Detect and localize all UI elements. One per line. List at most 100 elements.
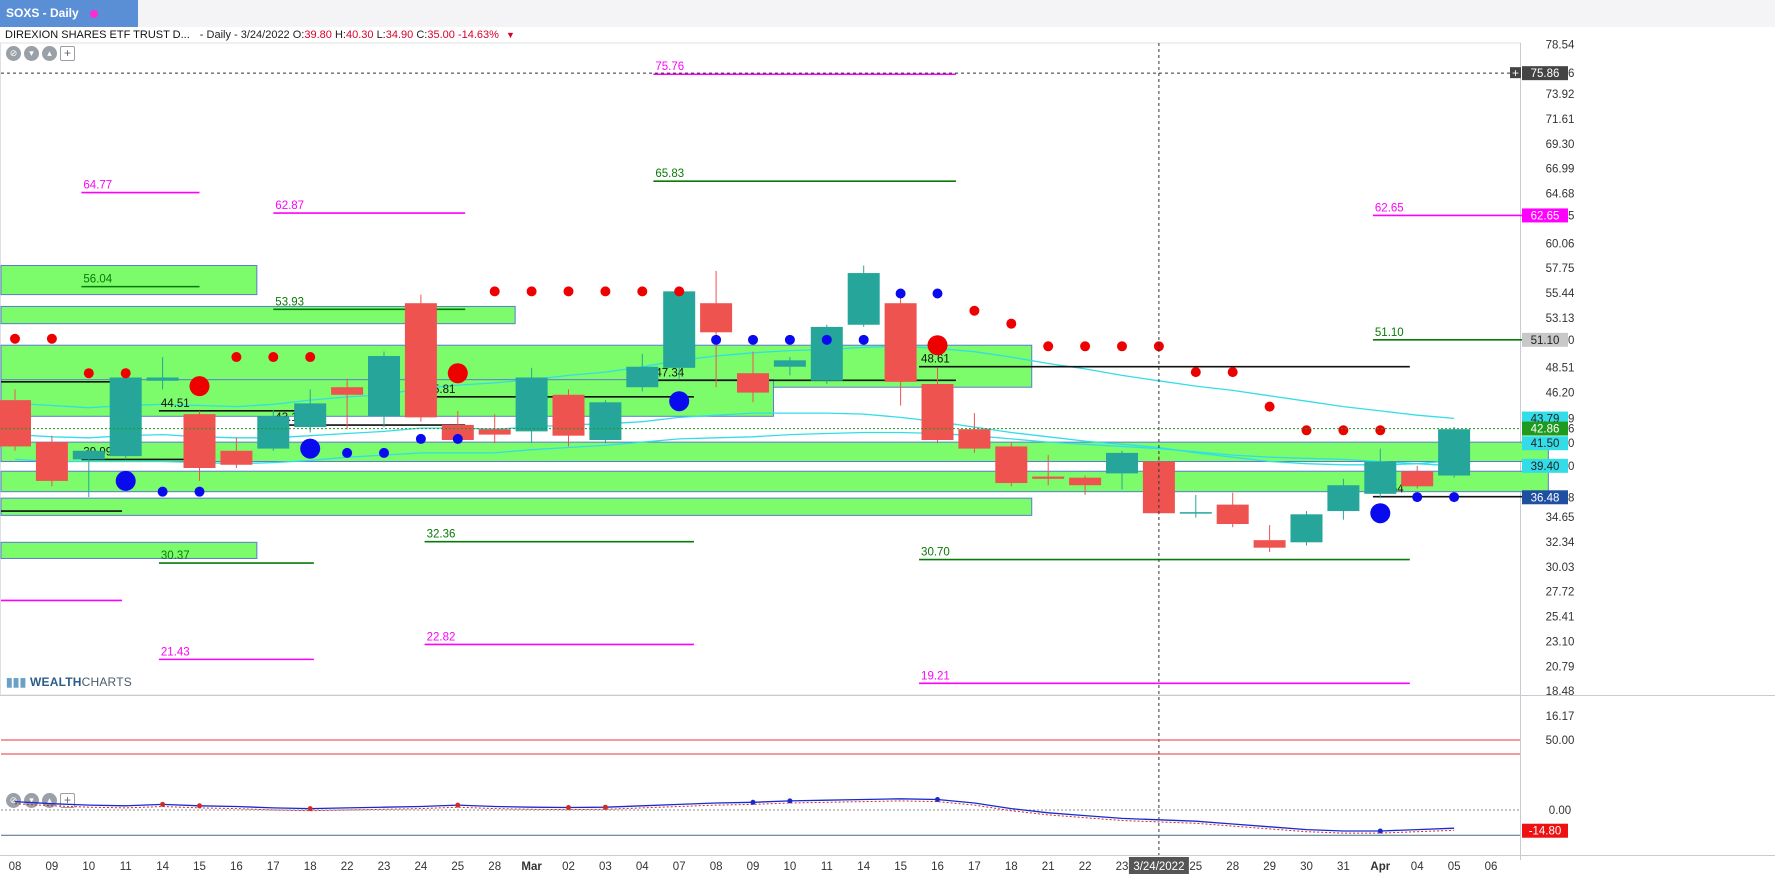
oscillator-dot [197, 803, 202, 809]
candle [995, 442, 1028, 487]
candle-body [737, 373, 769, 393]
candle-body [995, 446, 1028, 484]
candle-body [700, 303, 733, 333]
red-signal-dot [189, 376, 210, 397]
oscillator-dot [307, 806, 313, 812]
support-resistance-zone [0, 305, 516, 325]
date-tick-label: 24 [415, 861, 428, 873]
candle [1032, 455, 1065, 486]
level-label: 53.93 [275, 296, 304, 308]
candle [1401, 465, 1434, 489]
oscillator-dot [750, 799, 756, 805]
red-signal-dot [1375, 425, 1386, 436]
add-icon[interactable]: + [60, 46, 75, 61]
level-label: 65.83 [655, 168, 684, 180]
level-label: 62.87 [275, 200, 304, 212]
date-tick-label: 09 [747, 861, 760, 873]
level-label: 48.61 [921, 354, 950, 366]
oscillator-dot [566, 804, 571, 810]
price-tick-label: 64.68 [1546, 189, 1575, 201]
red-signal-dot [969, 305, 980, 316]
oscillator-value-label: -14.80 [1529, 826, 1562, 838]
candle-body [109, 377, 142, 457]
chart-tab[interactable]: SOXS - Daily [0, 0, 138, 27]
candle-body [773, 360, 806, 367]
candle [663, 289, 696, 379]
logo-brand-2: CHARTS [81, 675, 132, 689]
candle-body [35, 442, 68, 481]
remove-icon[interactable]: ⊘ [6, 793, 21, 808]
date-tick-label: 08 [9, 861, 22, 873]
red-signal-dot [447, 363, 468, 384]
candle [552, 389, 585, 447]
level-label: 21.43 [161, 646, 190, 658]
red-signal-dot [563, 286, 574, 297]
blue-signal-dot [821, 334, 832, 345]
crosshair-date-label: 3/24/2022 [1133, 861, 1184, 873]
red-signal-dot [927, 335, 948, 356]
crosshair-add-glyph: + [1512, 68, 1519, 80]
candle-body [589, 402, 622, 440]
logo-icon: ▮▮▮ [6, 675, 27, 689]
candle-body [146, 377, 179, 381]
blue-signal-dot [858, 334, 869, 345]
level-label: 47.34 [655, 367, 684, 379]
bands-layer [14, 345, 1455, 467]
candle [921, 367, 954, 444]
candle-body [847, 273, 880, 325]
candle-body [72, 450, 105, 460]
tab-color-dot[interactable] [90, 10, 98, 18]
blue-signal-dot [157, 486, 168, 497]
red-signal-dot [1043, 341, 1054, 352]
candle [1069, 475, 1102, 495]
main-pane-controls: ⊘ ▾ ▴ + [6, 46, 75, 61]
oscillator-dot [455, 802, 461, 808]
level-label: 30.37 [161, 550, 190, 562]
chevron-down-icon[interactable]: ▾ [24, 46, 39, 61]
candle-body [404, 303, 437, 418]
oscillator-dot [1377, 828, 1383, 834]
price-tag-label: 36.48 [1531, 492, 1560, 504]
candle-body [1401, 471, 1434, 487]
date-tick-label: 18 [1005, 861, 1018, 873]
candle [331, 378, 364, 430]
change-down-icon: ▼ [505, 30, 515, 40]
candle-body [183, 414, 216, 468]
price-tag-label: 62.65 [1531, 210, 1560, 222]
remove-icon[interactable]: ⊘ [6, 46, 21, 61]
candle-body [884, 303, 917, 382]
top-bar [0, 0, 1775, 27]
blue-signal-dot [300, 438, 321, 459]
price-tick-label: 46.20 [1546, 388, 1575, 400]
low-value: 34.90 [385, 29, 414, 41]
oscillator-tick-label: 50.00 [1546, 735, 1575, 747]
red-signal-dot [1006, 318, 1017, 329]
price-tag [1522, 458, 1568, 473]
candle-body [1253, 540, 1286, 548]
price-tag-label: 42.86 [1531, 424, 1560, 436]
date-tick-label: 29 [1263, 861, 1276, 873]
price-tick-label: 53.13 [1546, 313, 1575, 325]
oscillator-dot [160, 801, 166, 807]
symbol-info-bar: DIREXION SHARES ETF TRUST D... - Daily - … [0, 27, 1705, 43]
candle-body [220, 450, 253, 465]
date-tick-label: 25 [451, 861, 464, 873]
candle-body [478, 429, 511, 435]
blue-signal-dot [415, 433, 426, 444]
oscillator-value-tag [1522, 823, 1568, 838]
blue-signal-dot [1370, 503, 1391, 524]
levels-layer: 75.76 64.77 62.87 65.83 62.65 56.04 53.93 51.10… [1, 61, 1528, 685]
candle [257, 409, 290, 451]
candle [109, 373, 142, 460]
chevron-up-icon[interactable]: ▴ [42, 46, 57, 61]
price-tick-label: 25.41 [1546, 612, 1575, 624]
red-signal-dot [231, 352, 242, 363]
date-tick-label: 31 [1337, 861, 1350, 873]
blue-signal-dot [784, 334, 795, 345]
price-tick-label: 71.61 [1546, 114, 1575, 126]
candle [220, 437, 253, 468]
band-upper-line [14, 345, 1455, 420]
blue-signal-dot [711, 334, 722, 345]
red-signal-dot [1301, 425, 1312, 436]
